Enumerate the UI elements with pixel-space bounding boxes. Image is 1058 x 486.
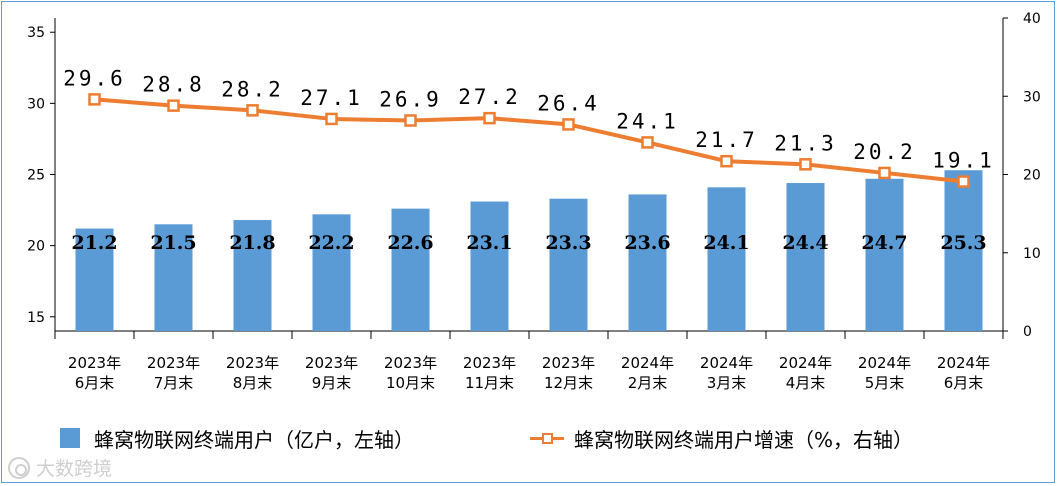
- line-point-marker: [641, 136, 654, 149]
- bar: [628, 194, 667, 331]
- bar: [75, 228, 114, 331]
- bar-data-label: 24.7: [861, 232, 907, 254]
- x-tick-label: 8月末: [233, 374, 273, 392]
- bar-data-label: 22.6: [387, 232, 433, 254]
- watermark-logo-icon: [8, 456, 30, 479]
- line-point-marker: [88, 93, 101, 106]
- line-point-marker: [246, 104, 259, 117]
- bar: [865, 178, 904, 331]
- bar-data-label: 23.6: [624, 232, 670, 254]
- bar: [707, 187, 746, 331]
- line-point-marker: [562, 118, 575, 131]
- x-tick-label: 4月末: [786, 374, 826, 392]
- y-right-tick-label: 20: [1023, 168, 1041, 184]
- x-tick-label: 2023年: [542, 354, 595, 372]
- line-data-label: 26.9: [379, 88, 442, 112]
- x-tick-label: 5月末: [865, 374, 905, 392]
- bar-data-label: 24.4: [782, 232, 828, 254]
- legend-item-bar: 蜂窝物联网终端用户（亿户，左轴）: [60, 424, 414, 452]
- x-tick-label: 2023年: [305, 354, 358, 372]
- line-data-label: 20.2: [853, 140, 916, 164]
- line-data-label: 28.2: [221, 77, 284, 101]
- line-point-marker: [325, 112, 338, 126]
- line-data-label: 29.6: [63, 66, 126, 90]
- bar-data-label: 21.2: [71, 232, 117, 254]
- x-tick-label: 6月末: [75, 374, 115, 392]
- line-data-label: 28.8: [142, 73, 205, 97]
- bar: [470, 201, 509, 331]
- x-tick-label: 6月末: [944, 374, 984, 392]
- line-point-marker: [167, 99, 180, 112]
- x-tick-label: 2023年: [384, 354, 437, 372]
- x-tick-label: 12月末: [544, 374, 593, 392]
- x-tick-label: 2024年: [621, 354, 674, 372]
- x-tick-label: 2023年: [226, 354, 279, 372]
- y-right-tick-label: 0: [1023, 324, 1032, 340]
- x-tick-label: 2023年: [147, 354, 200, 372]
- bar-data-label: 22.2: [308, 232, 354, 254]
- y-left-tick-label: 20: [27, 239, 45, 255]
- y-left-tick-label: 30: [27, 96, 45, 112]
- x-tick-label: 7月末: [154, 374, 194, 392]
- bar: [391, 208, 430, 331]
- bar: [233, 220, 272, 331]
- y-left-tick-label: 35: [27, 25, 45, 41]
- bar-data-label: 21.5: [150, 232, 196, 254]
- bar-data-label: 23.3: [545, 232, 591, 254]
- line-data-label: 24.1: [616, 109, 679, 133]
- y-left-tick-label: 25: [27, 168, 45, 184]
- bar-data-label: 24.1: [703, 232, 749, 254]
- legend-bar-label: 蜂窝物联网终端用户（亿户，左轴）: [94, 427, 414, 452]
- x-tick-label: 3月末: [707, 374, 747, 392]
- y-left-tick-label: 15: [27, 310, 45, 326]
- bar-data-label: 23.1: [466, 232, 512, 254]
- bar: [944, 170, 983, 331]
- legend-bar-swatch: [60, 428, 80, 448]
- line-data-label: 19.1: [932, 149, 995, 173]
- legend-line-swatch: [530, 428, 564, 448]
- watermark: 大数跨境: [8, 454, 112, 481]
- bar: [154, 224, 193, 331]
- line-point-marker: [404, 114, 417, 127]
- x-tick-label: 2024年: [700, 354, 753, 372]
- line-data-label: 27.2: [458, 85, 521, 109]
- line-point-marker: [720, 154, 733, 168]
- line-point-marker: [799, 158, 812, 171]
- watermark-text: 大数跨境: [36, 458, 113, 480]
- legend-item-line: 蜂窝物联网终端用户增速（%，右轴）: [530, 424, 913, 452]
- x-tick-label: 11月末: [465, 374, 514, 392]
- line-data-label: 21.7: [695, 128, 758, 152]
- x-tick-label: 2023年: [68, 354, 121, 372]
- y-right-tick-label: 30: [1023, 89, 1041, 105]
- x-tick-label: 10月末: [386, 374, 435, 392]
- legend-line-label: 蜂窝物联网终端用户增速（%，右轴）: [574, 427, 914, 452]
- x-tick-label: 2023年: [463, 354, 516, 372]
- bar: [312, 214, 351, 331]
- y-right-tick-label: 10: [1023, 246, 1041, 262]
- x-tick-label: 9月末: [312, 374, 352, 392]
- x-tick-label: 2024年: [779, 354, 832, 372]
- growth-line: [94, 97, 964, 184]
- line-data-label: 21.3: [774, 131, 837, 155]
- x-tick-label: 2024年: [858, 354, 911, 372]
- x-tick-label: 2月末: [628, 374, 668, 392]
- line-point-marker: [483, 111, 496, 125]
- bar: [549, 198, 588, 331]
- line-point-marker: [957, 175, 970, 188]
- line-data-label: 27.1: [300, 86, 363, 110]
- bar-data-label: 25.3: [940, 232, 986, 254]
- bar: [786, 183, 825, 331]
- line-point-marker: [878, 166, 891, 180]
- x-tick-label: 2024年: [937, 354, 990, 372]
- line-data-label: 26.4: [537, 91, 600, 115]
- y-right-tick-label: 40: [1023, 11, 1041, 27]
- bar-data-label: 21.8: [229, 232, 275, 254]
